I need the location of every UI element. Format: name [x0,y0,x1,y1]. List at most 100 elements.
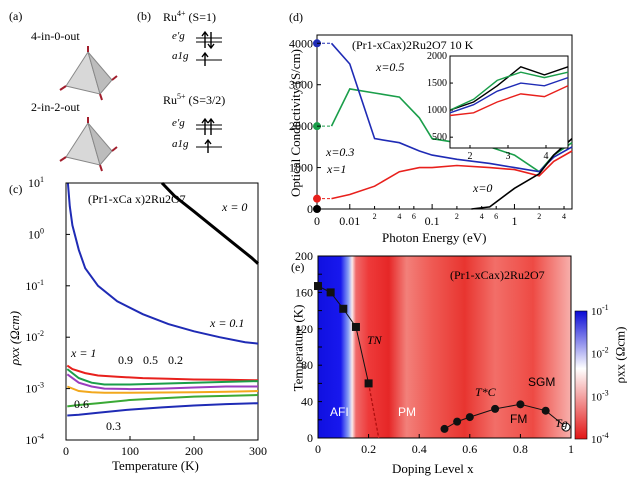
phase-sgm: SGM [528,375,556,389]
panel-a-label: (a) [9,9,23,23]
tc-point [440,424,449,433]
chart-c-frame [65,182,259,441]
label-tg: Tg [555,416,568,430]
panel-d-label: (d) [289,10,303,24]
chart-e-frame [317,255,572,439]
chart-c-series-1 [66,182,259,345]
config-4in0out-label: 4-in-0-out [31,29,80,43]
chart-d-series-2 [331,150,573,200]
chart-d-inset-series-2 [449,76,569,114]
chart-d-inset-xtick-label: 3 [506,151,511,162]
chart-c-series-0 [160,181,260,265]
chart-e-ytick-label: 120 [295,322,313,336]
ru4-a1g-label: a1g [172,50,189,62]
chart-e-xtick-label: 0.6 [462,442,477,456]
label-tc: T*C [475,385,496,399]
chart-d-inset-series-1 [449,71,569,111]
colorbar-label: ρxx (Ωcm) [612,326,628,384]
phase-diagram-chart: 0 0.2 0.4 0.6 0.8 1 0 40 80 120 160 200 10-1 10-2 10-… [295,249,609,456]
chart-c-ytick-label: 100 [28,226,44,241]
chart-d-inset-ytick-label: 1500 [427,78,447,89]
chart-d-minor-label: 4 [562,212,566,221]
chart-d-xtick-label: 0.01 [339,214,360,228]
chart-d-inset-ytick-label: 1000 [427,105,447,116]
chart-e-xtick-label: 0 [315,442,321,456]
tn-point [314,282,322,291]
ru5-a1g-label: a1g [172,138,189,150]
ru4-level-diagram [196,30,222,66]
label-c-06: 0.6 [74,397,89,411]
label-d-x03: x=0.3 [326,145,355,159]
resistivity-chart: 0 100 200 300 101 100 10-1 10-2 10-3 10-4 [25,175,267,458]
chart-d-inset-ytick-label: 500 [432,132,447,143]
ru4-element: Ru [163,10,178,24]
tn-point [326,288,335,297]
chart-e-xtick-label: 0.2 [361,442,376,456]
chart-d-minor-label: 6 [412,212,416,221]
tc-point [541,406,550,415]
colorbar-tick-label: 10-1 [591,303,609,318]
label-c-x0: x = 0 [222,200,248,214]
label-d-x1: x=1 [327,162,347,176]
tetrahedron-4in0out-icon [59,46,118,101]
tc-point [491,404,500,413]
panel-b-label: (b) [137,9,151,23]
chart-d-xlabel: Photon Energy (eV) [382,230,487,245]
chart-e-ylabel: Temperature (K) [290,304,306,392]
chart-c-ytick-label: 10-3 [25,381,44,396]
chart-c-xtick-label: 0 [63,444,69,458]
chart-e-compound: (Pr1-xCax)2Ru2O7 [450,268,545,282]
chart-d-series-1 [330,42,573,173]
chart-c-xtick-label: 100 [121,444,139,458]
tc-point [516,400,525,409]
chart-c-ylabel: ρxx (Ωcm) [7,310,23,366]
chart-e-ytick-label: 40 [301,395,313,409]
chart-d-xtick-label: 1 [511,214,517,228]
chart-d-xtick-label: 0 [314,214,320,228]
chart-d-minor-label: 4 [397,212,401,221]
chart-e-ytick-label: 0 [307,431,313,445]
tg-point [561,422,571,432]
label-c-x1: x = 1 [71,346,97,360]
chart-c-series-6 [67,394,259,408]
colorbar-tick-label: 10-4 [591,431,609,446]
chart-d-inset-xtick-label: 4 [544,151,549,162]
chart-c-series-7 [67,402,259,417]
label-c-03: 0.3 [106,419,121,433]
tn-line [317,285,370,384]
chart-d-xtick-label: 0.1 [425,214,440,228]
chart-c-compound: (Pr1-xCa x)2Ru2O7 [88,192,186,206]
ru5-eg-label: e′g [172,117,185,129]
phase-pm: PM [398,405,416,419]
tn-extrapolation [367,383,380,439]
label-c-09: 0.9 [118,353,133,367]
chart-c-ytick-label: 10-4 [25,432,44,447]
chart-c-ytick-label: 101 [28,175,44,190]
chart-c-series-4 [66,373,258,391]
label-d-x05: x=0.5 [376,60,405,74]
ru4-heading: Ru4+ (S=1) [163,9,216,25]
colorbar-tick-label: 10-3 [591,388,609,403]
phase-afi: AFI [330,405,349,419]
config-2in2out-label: 2-in-2-out [31,100,80,114]
chart-e-ytick-label: 80 [301,358,313,372]
label-d-x0: x=0 [473,181,493,195]
chart-c-series-5 [66,385,259,394]
tn-point [364,379,373,388]
label-tn: TN [367,333,382,347]
chart-d-ylabel: Optical Conductivity (S/cm) [288,48,304,198]
chart-d-frame [316,34,573,210]
chart-c-ytick-label: 10-2 [25,329,44,344]
tetrahedron-2in2out-icon [59,117,118,172]
chart-d-inset-frame [449,55,569,149]
chart-d-inset-xtick-label: 2 [468,151,473,162]
tn-point [351,322,360,331]
chart-d-minor-label: 2 [455,212,459,221]
ru4-charge: 4+ [177,9,186,18]
ru5-element: Ru [163,93,178,107]
phase-fm: FM [510,412,528,426]
optical-conductivity-chart: 0 1000 2000 3000 4000 0 0.01 0.1 1 2 4 6 2 4 6 2 4 500 10… [289,34,573,228]
panel-c-label: (c) [9,182,23,196]
chart-c-xtick-label: 300 [249,444,267,458]
chart-d-minor-label: 4 [480,212,484,221]
